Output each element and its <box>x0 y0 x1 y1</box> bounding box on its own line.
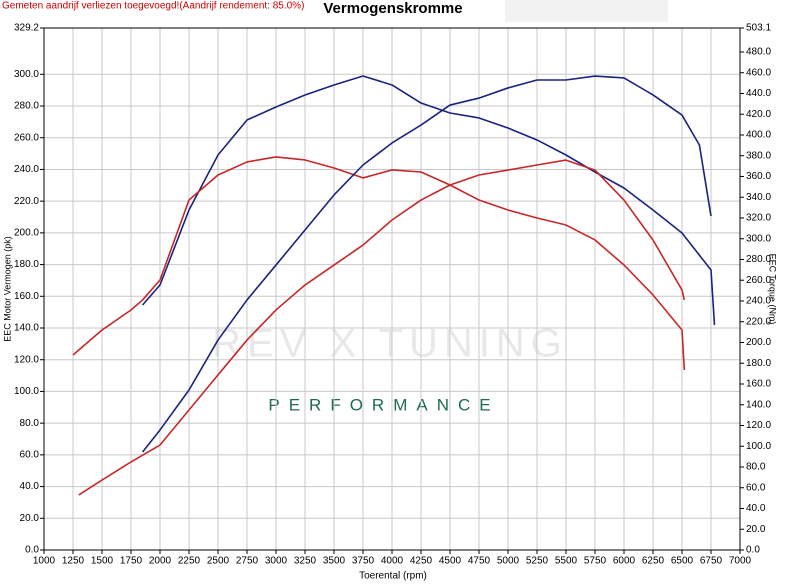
y2-tick-label: 40.0 <box>746 503 766 514</box>
x-tick-label: 1000 <box>33 556 56 567</box>
y-tick-label: 40.0 <box>20 481 40 492</box>
x-tick-label: 6000 <box>613 556 636 567</box>
y-tick-label: 100.0 <box>14 386 39 397</box>
x-tick-label: 4750 <box>468 556 491 567</box>
y-tick-label: 300.0 <box>14 69 39 80</box>
x-tick-label: 4000 <box>381 556 404 567</box>
x-tick-label: 2750 <box>236 556 259 567</box>
y2-tick-label: 260.0 <box>746 275 771 286</box>
x-axis-label: Toerental (rpm) <box>359 571 427 582</box>
y2-tick-label: 480.0 <box>746 47 771 58</box>
y-tick-label: 260.0 <box>14 132 39 143</box>
y2-tick-label: 180.0 <box>746 358 771 369</box>
x-tick-label: 3250 <box>294 556 317 567</box>
y-tick-label: 280.0 <box>14 101 39 112</box>
y-tick-label: 220.0 <box>14 196 39 207</box>
y2-tick-label: 440.0 <box>746 88 771 99</box>
x-tick-label: 1250 <box>62 556 85 567</box>
header-box <box>505 0 668 22</box>
x-tick-label: 7000 <box>729 556 752 567</box>
y2-tick-label: 300.0 <box>746 233 771 244</box>
y2-tick-label: 20.0 <box>746 524 766 535</box>
y-tick-label: 160.0 <box>14 291 39 302</box>
y2-tick-label: 360.0 <box>746 171 771 182</box>
x-tick-label: 5000 <box>497 556 520 567</box>
y2-tick-label: 220.0 <box>746 316 771 327</box>
series-line <box>141 75 712 453</box>
x-tick-label: 6750 <box>700 556 723 567</box>
x-tick-label: 2500 <box>207 556 230 567</box>
y2-tick-label: 380.0 <box>746 150 771 161</box>
watermark-tagline: PERFORMANCE <box>268 395 499 414</box>
x-tick-label: 3000 <box>265 556 288 567</box>
x-tick-label: 1500 <box>91 556 114 567</box>
y-axis-label: EEC Motor Vermogen (pk) <box>2 236 12 342</box>
x-tick-label: 5500 <box>555 556 578 567</box>
series-line <box>72 156 686 371</box>
y2-tick-label: 100.0 <box>746 441 771 452</box>
y-tick-label: 60.0 <box>20 450 40 461</box>
y-tick-label: 140.0 <box>14 323 39 334</box>
x-tick-label: 2000 <box>149 556 172 567</box>
plot-frame <box>43 27 741 551</box>
watermark-logo: REV X TUNING <box>212 322 568 366</box>
y2-axis-label: EEC Torque (Nm) <box>768 254 778 325</box>
y-tick-label: 0.0 <box>25 545 39 556</box>
chart-subtitle: Gemeten aandrijf verliezen toegevoegd!(A… <box>2 1 304 12</box>
x-tick-label: 4500 <box>439 556 462 567</box>
y2-tick-label: 120.0 <box>746 420 771 431</box>
y2-tick-label: 0.0 <box>746 545 760 556</box>
x-tick-label: 4250 <box>410 556 433 567</box>
y2-tick-label: 60.0 <box>746 482 766 493</box>
x-tick-label: 6500 <box>671 556 694 567</box>
x-tick-label: 3500 <box>323 556 346 567</box>
y-tick-label: 200.0 <box>14 228 39 239</box>
chart-title: Vermogenskromme <box>323 0 462 17</box>
y2-tick-label: 240.0 <box>746 296 771 307</box>
y2-tick-label: 280.0 <box>746 254 771 265</box>
x-tick-label: 2250 <box>178 556 201 567</box>
y2-tick-label: 340.0 <box>746 192 771 203</box>
y-tick-label: 180.0 <box>14 259 39 270</box>
series-line <box>78 159 686 496</box>
y2-tick-label: 140.0 <box>746 399 771 410</box>
y2-tick-label: 80.0 <box>746 462 766 473</box>
y-tick-label: 120.0 <box>14 354 39 365</box>
y2-tick-label: 420.0 <box>746 109 771 120</box>
y2-tick-label: 503.1 <box>746 23 771 34</box>
x-tick-label: 5250 <box>526 556 549 567</box>
y2-tick-label: 400.0 <box>746 130 771 141</box>
x-tick-label: 6250 <box>642 556 665 567</box>
y2-tick-label: 200.0 <box>746 337 771 348</box>
x-tick-label: 1750 <box>120 556 143 567</box>
series-line <box>141 75 716 326</box>
y2-tick-label: 160.0 <box>746 379 771 390</box>
x-tick-label: 5750 <box>584 556 607 567</box>
y2-tick-label: 320.0 <box>746 213 771 224</box>
y-tick-label: 240.0 <box>14 164 39 175</box>
y-tick-label: 329.2 <box>14 23 39 34</box>
y-tick-label: 80.0 <box>20 418 40 429</box>
x-tick-label: 3750 <box>352 556 375 567</box>
y-tick-label: 20.0 <box>20 513 40 524</box>
y2-tick-label: 460.0 <box>746 67 771 78</box>
